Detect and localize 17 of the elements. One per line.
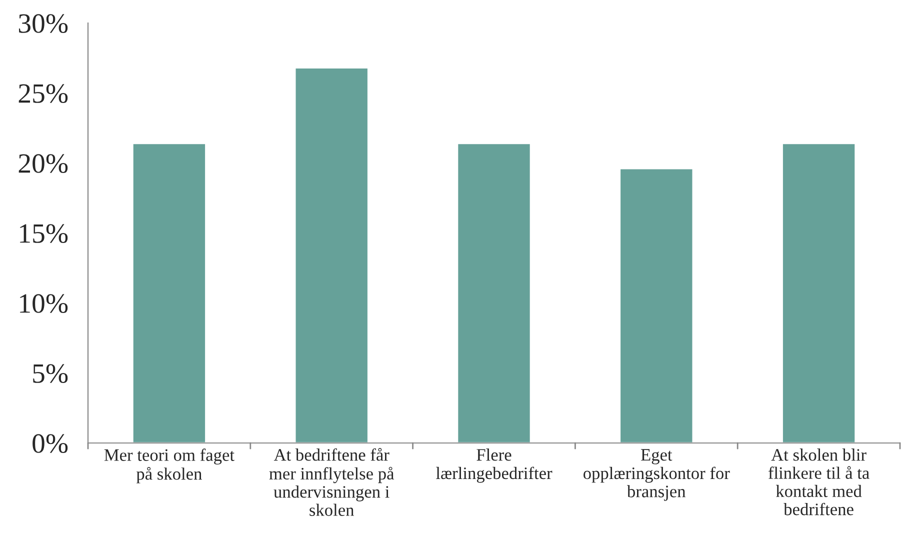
- y-tick-label: 15%: [20, 224, 68, 243]
- bar: [294, 67, 369, 443]
- y-tick-label: 10%: [20, 294, 68, 313]
- y-tick-label: 25%: [18, 84, 68, 103]
- y-tick-label: 30%: [18, 14, 68, 33]
- x-tick-label: At skolen blir flinkere til å ta kontakt med bedriftene: [768, 448, 870, 516]
- bar: [782, 142, 856, 443]
- x-tick-label: At bedriftene får mer innflytelse på undervisningen i skolen: [269, 448, 394, 516]
- x-tick-label: Eget opplæringskontor for bransjen: [584, 449, 730, 501]
- y-tick-label: 20%: [18, 154, 68, 173]
- y-tick-label: 0%: [32, 434, 68, 453]
- x-tick-label: Mer teori om faget på skolen: [104, 448, 234, 484]
- bar: [619, 168, 694, 443]
- bar: [132, 142, 206, 443]
- y-tick-label: 5%: [33, 364, 68, 383]
- bar: [456, 142, 532, 443]
- x-tick-label: Flere lærlingebedrifter: [436, 448, 552, 483]
